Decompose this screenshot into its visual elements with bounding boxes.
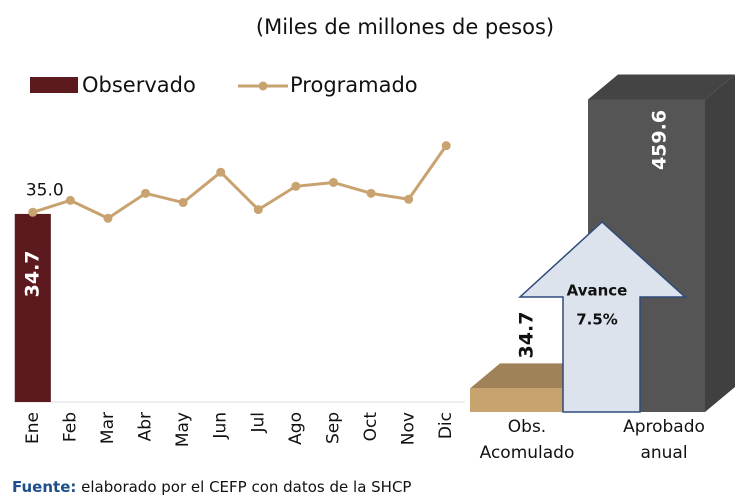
x-tick-label: Jun <box>211 412 231 440</box>
point <box>253 205 263 215</box>
point <box>178 198 188 208</box>
bar-label: 459.6 <box>649 110 671 170</box>
subtitle: (Miles de millones de pesos) <box>256 15 554 39</box>
x-tick-label: Ene <box>23 412 43 444</box>
legend-label: Programado <box>290 73 418 97</box>
avance-arrow <box>518 220 687 413</box>
point <box>103 213 113 223</box>
point <box>366 188 376 198</box>
x-tick-label: May <box>173 412 193 447</box>
x-tick-label: Obs. Acomulado <box>479 417 575 463</box>
data-label: 35.0 <box>26 180 64 200</box>
bar <box>14 213 51 402</box>
source: Fuente: elaborado por el CEFP con datos … <box>12 478 411 496</box>
point <box>141 188 151 198</box>
point <box>328 177 338 187</box>
x-tick-label: Dic <box>436 412 456 439</box>
source-label: Fuente: <box>12 478 77 496</box>
x-tick-label: Mar <box>98 412 118 444</box>
legend-marker <box>258 81 268 91</box>
x-tick-label: Jul <box>248 412 268 434</box>
point <box>65 195 75 205</box>
point <box>441 141 451 151</box>
bar <box>470 388 585 412</box>
bar-label: 34.7 <box>516 312 538 359</box>
annotation-value: 7.5% <box>576 311 618 329</box>
point <box>291 181 301 191</box>
point <box>216 167 226 177</box>
x-tick-label: Aprobado anual <box>623 417 705 463</box>
bar-top <box>588 74 735 100</box>
legend-label: Observado <box>82 73 196 97</box>
source-text: elaborado por el CEFP con datos de la SH… <box>81 478 412 496</box>
annotation: Avance <box>567 282 628 300</box>
bar-side <box>705 74 735 413</box>
x-tick-label: Feb <box>60 412 80 442</box>
line <box>32 144 448 220</box>
legend-swatch <box>30 77 78 93</box>
x-tick-label: Sep <box>323 412 343 444</box>
x-tick-label: Nov <box>399 412 419 445</box>
bar-label: 34.7 <box>21 250 43 297</box>
x-tick-label: Ago <box>286 412 306 445</box>
point <box>28 207 38 217</box>
x-tick-label: Oct <box>361 412 381 442</box>
x-tick-label: Abr <box>136 412 156 441</box>
point <box>404 194 414 204</box>
